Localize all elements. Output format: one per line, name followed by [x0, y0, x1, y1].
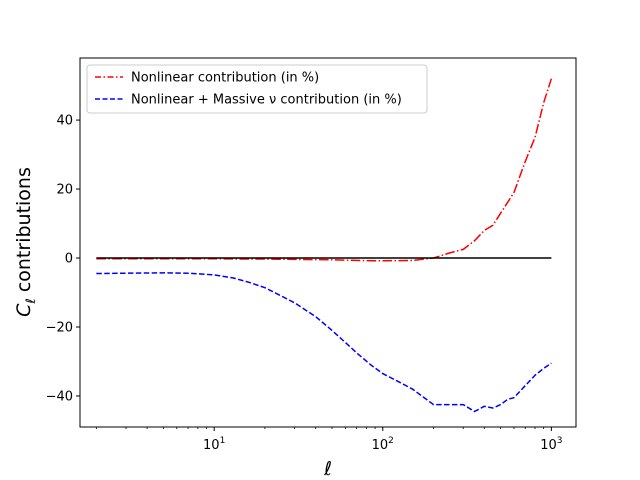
x-axis-title: ℓ [323, 458, 332, 480]
axes: 101 102 103 −40 −20 0 20 40 [46, 57, 577, 453]
series-line-1 [96, 272, 552, 413]
legend-label-massive-nu: Nonlinear + Massive ν contribution (in %… [131, 93, 402, 108]
x-tick-label-2: 103 [540, 436, 562, 453]
x-tick-label-0: 101 [203, 436, 225, 453]
y-tick-label-1: −20 [46, 320, 73, 335]
legend-label-nonlinear: Nonlinear contribution (in %) [131, 71, 319, 86]
y-tick-label-3: 20 [56, 183, 73, 198]
y-tick-label-4: 40 [56, 114, 73, 129]
y-axis-title: Cℓ contributions [13, 167, 39, 317]
legend-box [86, 64, 428, 114]
x-tick-label-1: 102 [372, 436, 394, 453]
plot-lines [96, 78, 553, 413]
legend: Nonlinear contribution (in %) Nonlinear … [86, 64, 428, 114]
y-tick-label-0: −40 [46, 389, 73, 404]
y-tick-label-2: 0 [65, 252, 73, 267]
plot-frame [79, 57, 577, 428]
